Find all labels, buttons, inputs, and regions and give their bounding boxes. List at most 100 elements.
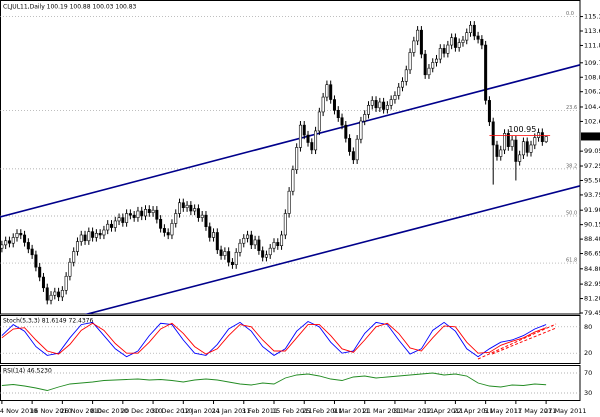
x-tick-label: 20 Dec 2010 bbox=[121, 407, 163, 415]
candle-body bbox=[487, 100, 491, 123]
candle-body bbox=[166, 232, 170, 236]
candle-body bbox=[484, 44, 488, 101]
y-tick-label: 79.45 bbox=[584, 309, 600, 317]
candle-body bbox=[178, 202, 182, 214]
candle-body bbox=[53, 291, 57, 296]
candle-body bbox=[374, 100, 378, 109]
candle-body bbox=[389, 99, 393, 106]
candle-body bbox=[453, 37, 457, 48]
candle-body bbox=[49, 294, 53, 301]
x-tick-label: 27 May 2011 bbox=[544, 407, 586, 415]
candle-body bbox=[208, 226, 212, 238]
candle-body bbox=[427, 67, 431, 76]
candle-body bbox=[514, 139, 518, 162]
y-tick-label: 95.50 bbox=[584, 176, 600, 184]
stoch-line bbox=[1, 322, 547, 355]
candle-body bbox=[416, 29, 420, 42]
candle-body bbox=[355, 138, 359, 161]
x-tick-label: 26 Nov 2010 bbox=[60, 407, 102, 415]
fib-label: 61.8 bbox=[566, 258, 577, 264]
candle-body bbox=[253, 239, 257, 246]
stoch-trendline bbox=[477, 323, 557, 360]
candle-body bbox=[404, 69, 408, 82]
candle-body bbox=[219, 249, 223, 256]
y-tick-label: 70 bbox=[584, 369, 592, 377]
candle-body bbox=[155, 209, 159, 220]
x-tick-label: 8 Dec 2010 bbox=[91, 407, 128, 415]
candle-body bbox=[382, 101, 386, 110]
candle-body bbox=[544, 136, 548, 143]
x-tick-label: 3 Feb 2011 bbox=[242, 407, 278, 415]
candle-body bbox=[385, 105, 389, 110]
candle-body bbox=[170, 223, 174, 236]
candle-body bbox=[257, 239, 261, 251]
candle-body bbox=[457, 42, 461, 48]
candle-body bbox=[68, 261, 72, 277]
rsi-plot bbox=[0, 372, 580, 394]
candle-body bbox=[435, 58, 439, 63]
stoch-panel-frame bbox=[0, 315, 581, 364]
y-tick-label: 86.65 bbox=[584, 250, 600, 258]
candle-body bbox=[317, 111, 321, 132]
candle-body bbox=[332, 99, 336, 111]
candle-body bbox=[26, 242, 30, 250]
candle-body bbox=[15, 233, 19, 238]
candle-body bbox=[94, 233, 98, 238]
fib-label: 23.6 bbox=[566, 105, 577, 111]
y-tick-label: 111.85 bbox=[584, 41, 600, 49]
x-tick-label: 16 Nov 2010 bbox=[30, 407, 72, 415]
candle-body bbox=[223, 251, 227, 256]
candle-body bbox=[344, 124, 348, 139]
candle-body bbox=[363, 114, 367, 122]
candle-body bbox=[11, 237, 15, 244]
stoch-plot bbox=[0, 320, 580, 360]
candle-body bbox=[314, 130, 318, 151]
candle-body bbox=[57, 291, 61, 298]
x-tick-label: 22 Apr 2011 bbox=[453, 407, 493, 415]
candle-body bbox=[438, 48, 442, 60]
y-tick-label: 97.25 bbox=[584, 162, 600, 170]
candle-body bbox=[283, 213, 287, 236]
candle-body bbox=[521, 141, 525, 156]
candle-body bbox=[325, 84, 329, 98]
candle-body bbox=[518, 154, 522, 162]
fib-label: 0.0 bbox=[566, 11, 574, 17]
candle-body bbox=[132, 214, 136, 218]
candle-body bbox=[45, 287, 49, 301]
candle-body bbox=[238, 242, 242, 253]
fib-label: 50.0 bbox=[566, 210, 577, 216]
candle-body bbox=[79, 234, 83, 242]
stoch-line bbox=[1, 320, 547, 358]
candle-body bbox=[366, 105, 370, 115]
candle-body bbox=[109, 223, 113, 228]
candle-body bbox=[400, 81, 404, 88]
candle-body bbox=[280, 234, 284, 247]
candle-body bbox=[298, 124, 302, 148]
candle-body bbox=[370, 100, 374, 106]
x-tick-label: 9 Mar 2011 bbox=[332, 407, 369, 415]
current-price-label: 100.83 bbox=[582, 132, 600, 140]
x-tick-label: 31 Mar 2011 bbox=[393, 407, 434, 415]
candle-body bbox=[310, 142, 314, 151]
candle-body bbox=[397, 86, 401, 96]
candle-body bbox=[540, 132, 544, 142]
axes: 115.35 113.60 111.85 109.75 108.00 106.25 104.… bbox=[0, 13, 600, 415]
candle-body bbox=[102, 229, 106, 236]
candle-body bbox=[412, 40, 416, 53]
candle-body bbox=[287, 190, 291, 214]
candle-body bbox=[189, 204, 193, 212]
candle-body bbox=[117, 217, 121, 222]
candle-body bbox=[91, 231, 95, 238]
candle-body bbox=[34, 254, 38, 268]
candle-body bbox=[246, 234, 250, 239]
candle-body bbox=[128, 213, 132, 216]
candle-body bbox=[408, 52, 412, 71]
candle-body bbox=[174, 213, 178, 224]
y-tick-label: 84.80 bbox=[584, 265, 600, 273]
x-tick-label: 30 Dec 2010 bbox=[151, 407, 193, 415]
y-tick-label: 30 bbox=[584, 389, 592, 397]
y-tick-label: 93.75 bbox=[584, 191, 600, 199]
candle-body bbox=[196, 208, 200, 218]
candle-body bbox=[234, 252, 238, 265]
